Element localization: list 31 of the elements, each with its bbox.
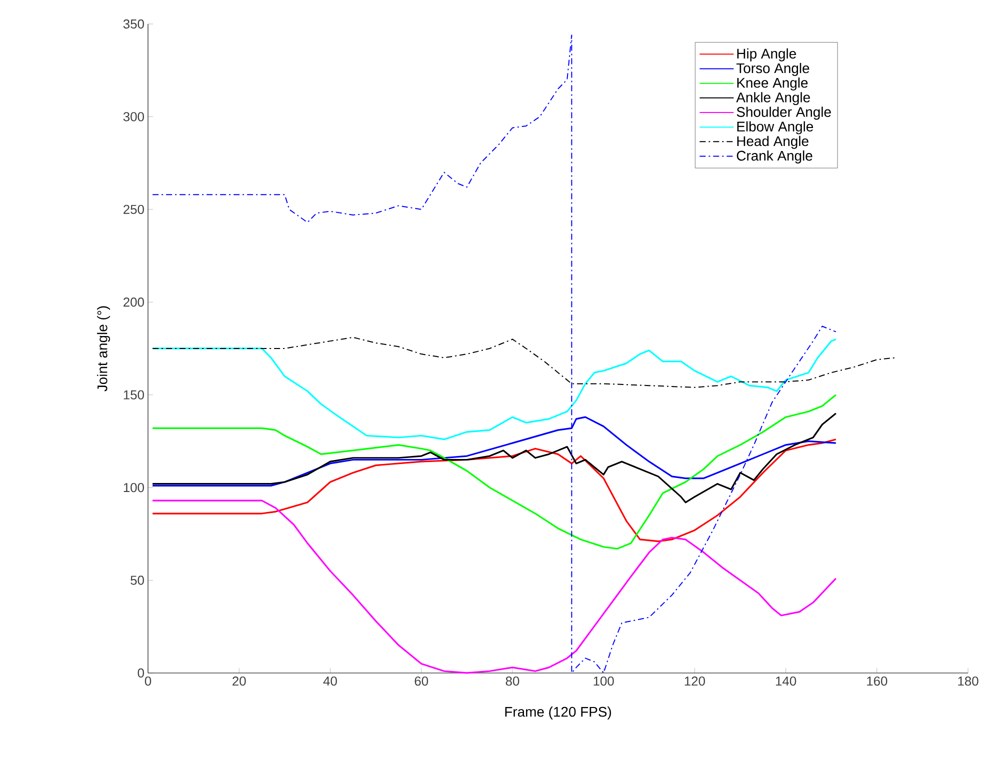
- legend-label: Elbow Angle: [737, 121, 814, 134]
- x-tick-label: 80: [506, 676, 520, 686]
- legend-label: Shoulder Angle: [736, 106, 831, 120]
- x-tick-label: 100: [594, 676, 614, 686]
- x-tick-label: 40: [323, 676, 337, 686]
- x-tick-label: 20: [232, 676, 246, 686]
- x-tick-label: 0: [144, 676, 152, 686]
- line-series: [152, 394, 837, 550]
- x-tick-label: 60: [414, 676, 428, 686]
- legend-label: Crank Angle: [736, 150, 812, 164]
- x-tick-label: 120: [684, 676, 705, 686]
- y-axis-title: Joint angle (°): [97, 306, 110, 392]
- y-tick-label: 200: [124, 298, 144, 307]
- y-tick-label: 300: [123, 112, 144, 122]
- y-tick-label: 50: [130, 576, 144, 585]
- y-tick-label: 250: [124, 204, 144, 214]
- legend-label: Torso Angle: [736, 62, 810, 76]
- line-series: [152, 438, 837, 542]
- legend-label: Knee Angle: [737, 78, 808, 91]
- legend-label: Ankle Angle: [736, 92, 810, 106]
- y-tick-label: 150: [124, 390, 144, 400]
- line-series: [152, 34, 836, 674]
- y-tick-label: 100: [124, 482, 144, 492]
- legend-label: Head Angle: [737, 136, 808, 149]
- y-tick-label: 350: [123, 19, 144, 29]
- x-tick-label: 160: [867, 676, 888, 686]
- x-tick-label: 140: [776, 676, 796, 686]
- y-tick-label: 0: [138, 668, 144, 678]
- x-tick-label: 180: [958, 676, 978, 686]
- legend-label: Hip Angle: [737, 48, 796, 62]
- x-axis-title: Frame (120 FPS): [505, 706, 611, 720]
